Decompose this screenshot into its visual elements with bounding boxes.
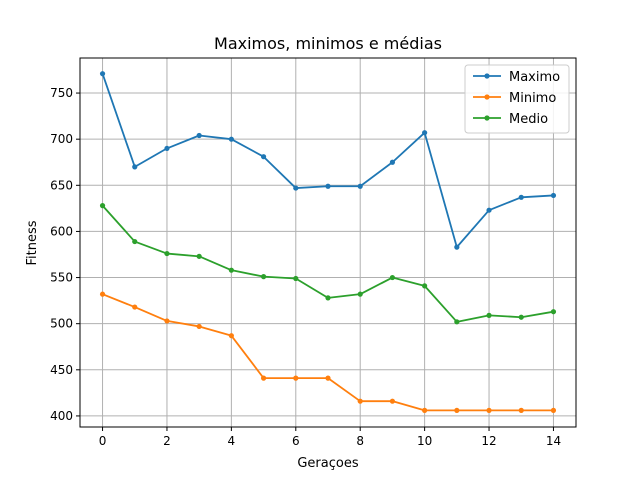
data-point bbox=[132, 304, 138, 310]
y-tick-label: 450 bbox=[50, 363, 73, 377]
x-tick-label: 10 bbox=[417, 434, 432, 448]
legend-item: Minimo bbox=[473, 91, 556, 106]
data-point bbox=[260, 375, 267, 381]
y-axis-label: Fitness bbox=[25, 220, 40, 265]
data-point bbox=[99, 71, 106, 77]
y-tick-label: 400 bbox=[50, 409, 73, 423]
legend-label: Maximo bbox=[509, 70, 560, 85]
data-point bbox=[325, 183, 331, 189]
legend-marker bbox=[484, 73, 490, 79]
x-tick-label: 2 bbox=[163, 434, 171, 448]
data-point bbox=[518, 314, 524, 320]
data-point bbox=[550, 192, 557, 199]
data-point bbox=[518, 407, 524, 413]
y-tick-label: 700 bbox=[50, 132, 73, 146]
data-point bbox=[164, 318, 170, 324]
chart-title: Maximos, minimos e médias bbox=[214, 34, 442, 53]
data-point bbox=[325, 375, 331, 381]
legend-item: Medio bbox=[473, 112, 548, 127]
data-point bbox=[454, 319, 460, 325]
data-point bbox=[550, 309, 557, 315]
data-point bbox=[164, 145, 170, 152]
data-point bbox=[486, 207, 492, 213]
series-medio bbox=[99, 203, 557, 325]
data-point bbox=[260, 274, 267, 280]
data-point bbox=[422, 283, 428, 289]
data-point bbox=[518, 194, 524, 200]
data-point bbox=[357, 183, 363, 189]
legend-item: Maximo bbox=[473, 70, 560, 85]
y-tick-label: 500 bbox=[50, 317, 73, 331]
axes-frame bbox=[79, 57, 577, 428]
data-point bbox=[389, 159, 396, 165]
data-point bbox=[357, 291, 363, 297]
data-point bbox=[132, 164, 138, 170]
data-point bbox=[550, 407, 557, 413]
legend: Maximo Minimo Medio bbox=[464, 64, 570, 134]
y-tick-label: 750 bbox=[50, 86, 73, 100]
y-tick-label: 650 bbox=[50, 178, 73, 192]
data-point bbox=[196, 132, 202, 139]
y-tick-label: 550 bbox=[50, 271, 73, 285]
data-point bbox=[228, 333, 234, 339]
data-point bbox=[486, 312, 492, 318]
series-minimo bbox=[99, 291, 557, 413]
data-point bbox=[422, 407, 428, 413]
data-point bbox=[260, 154, 267, 160]
series-layer bbox=[99, 71, 557, 413]
x-tick-label: 8 bbox=[356, 434, 364, 448]
data-point bbox=[293, 275, 299, 282]
legend-box bbox=[464, 64, 570, 134]
legend-label: Minimo bbox=[509, 91, 556, 106]
y-tick-label: 600 bbox=[50, 224, 73, 238]
data-point bbox=[454, 407, 460, 413]
data-point bbox=[196, 323, 202, 330]
data-point bbox=[486, 407, 492, 413]
data-point bbox=[389, 274, 396, 281]
series-maximo bbox=[99, 71, 557, 250]
data-point bbox=[228, 136, 234, 142]
data-point bbox=[293, 375, 299, 381]
legend-marker bbox=[484, 115, 490, 121]
data-point bbox=[325, 295, 331, 301]
legend-label: Medio bbox=[509, 112, 548, 127]
data-point bbox=[99, 203, 106, 209]
data-point bbox=[132, 238, 138, 245]
x-tick-label: 12 bbox=[481, 434, 496, 448]
data-point bbox=[454, 244, 460, 250]
axis-ticks: 0 2 4 6 8 10 12 14 400 450 500 550 600 650 700 750 bbox=[50, 86, 561, 448]
x-tick-label: 14 bbox=[546, 434, 561, 448]
data-point bbox=[389, 398, 396, 404]
legend-marker bbox=[484, 94, 490, 100]
x-tick-label: 4 bbox=[228, 434, 236, 448]
data-point bbox=[293, 185, 299, 191]
data-point bbox=[99, 291, 106, 297]
data-point bbox=[196, 253, 202, 259]
x-tick-label: 6 bbox=[292, 434, 300, 448]
data-point bbox=[228, 267, 234, 273]
data-point bbox=[357, 398, 363, 404]
x-axis-label: Geraçoes bbox=[297, 456, 358, 471]
data-point bbox=[164, 250, 170, 257]
data-point bbox=[422, 130, 428, 136]
x-tick-label: 0 bbox=[99, 434, 107, 448]
